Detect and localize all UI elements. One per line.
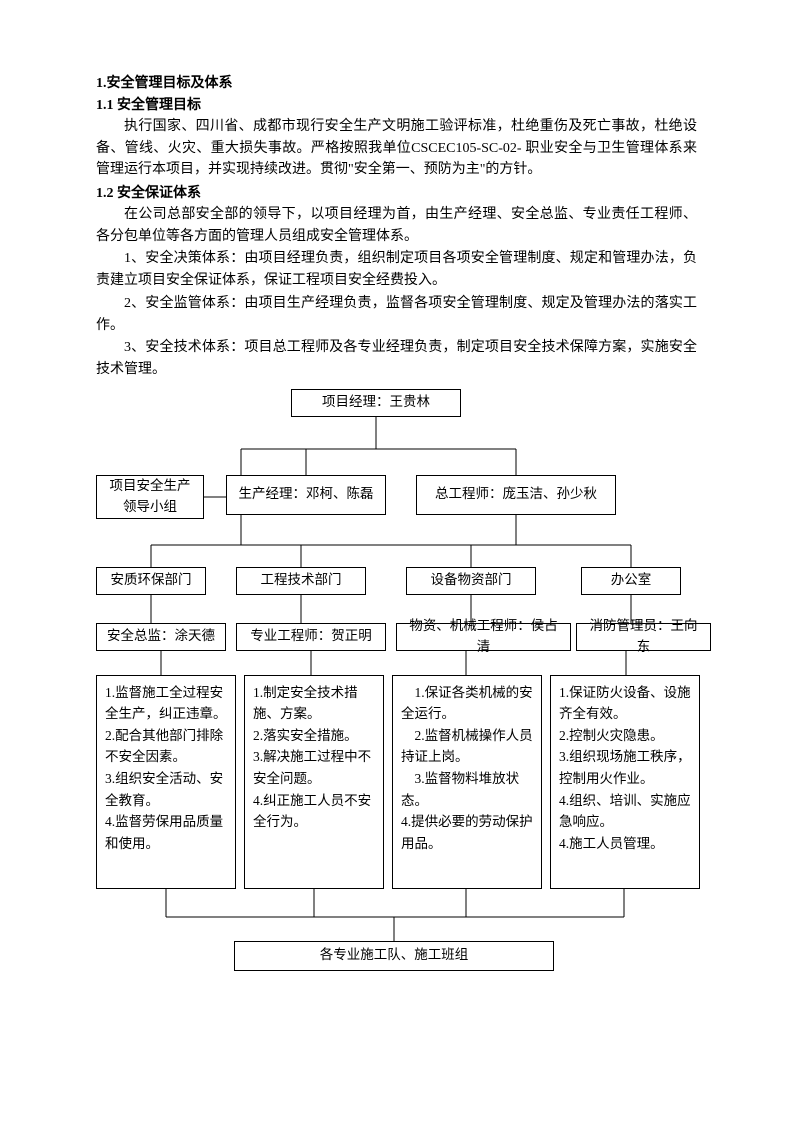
- node-duty3: 1.保证各类机械的安全运行。 2.监督机械操作人员持证上岗。 3.监督物料堆放状…: [392, 675, 542, 889]
- node-prod-mgr-label: 生产经理：邓柯、陈磊: [239, 484, 374, 504]
- node-chief: 总工程师：庞玉洁、孙少秋: [416, 475, 616, 515]
- node-role3: 物资、机械工程师：侯占清: [396, 623, 571, 651]
- node-bottom: 各专业施工队、施工班组: [234, 941, 554, 971]
- node-duty2-label: 1.制定安全技术措施、方案。 2.落实安全措施。 3.解决施工过程中不安全问题。…: [253, 685, 371, 830]
- node-duty2: 1.制定安全技术措施、方案。 2.落实安全措施。 3.解决施工过程中不安全问题。…: [244, 675, 384, 889]
- node-role4: 消防管理员：王向东: [576, 623, 711, 651]
- node-dept3: 设备物资部门: [406, 567, 536, 595]
- para-3: 1、安全决策体系：由项目经理负责，组织制定项目各项安全管理制度、规定和管理办法，…: [96, 248, 697, 291]
- node-dept1: 安质环保部门: [96, 567, 206, 595]
- node-safety-group-label: 项目安全生产 领导小组: [110, 476, 191, 517]
- node-role1-label: 安全总监：涂天德: [107, 626, 215, 646]
- org-chart: 项目经理：王贵林 项目安全生产 领导小组 生产经理：邓柯、陈磊 总工程师：庞玉洁…: [96, 389, 696, 1029]
- node-dept4: 办公室: [581, 567, 681, 595]
- node-chief-label: 总工程师：庞玉洁、孙少秋: [435, 484, 597, 504]
- node-dept1-label: 安质环保部门: [111, 570, 192, 590]
- node-pm: 项目经理：王贵林: [291, 389, 461, 417]
- node-role1: 安全总监：涂天德: [96, 623, 226, 651]
- node-role2-label: 专业工程师：贺正明: [250, 626, 372, 646]
- para-2: 在公司总部安全部的领导下，以项目经理为首，由生产经理、安全总监、专业责任工程师、…: [96, 204, 697, 247]
- node-role2: 专业工程师：贺正明: [236, 623, 386, 651]
- heading-1-1: 1.1 安全管理目标: [96, 94, 697, 114]
- node-duty4-label: 1.保证防火设备、设施齐全有效。 2.控制火灾隐患。 3.组织现场施工秩序，控制…: [559, 685, 691, 851]
- node-pm-label: 项目经理：王贵林: [322, 392, 430, 412]
- node-duty1-label: 1.监督施工全过程安全生产，纠正违章。 2.配合其他部门排除不安全因素。 3.组…: [105, 685, 227, 851]
- node-dept2: 工程技术部门: [236, 567, 366, 595]
- node-dept3-label: 设备物资部门: [431, 570, 512, 590]
- node-dept2-label: 工程技术部门: [261, 570, 342, 590]
- para-5: 3、安全技术体系：项目总工程师及各专业经理负责，制定项目安全技术保障方案，实施安…: [96, 337, 697, 380]
- para-4: 2、安全监管体系：由项目生产经理负责，监督各项安全管理制度、规定及管理办法的落实…: [96, 293, 697, 336]
- node-role4-label: 消防管理员：王向东: [583, 616, 704, 657]
- heading-1: 1.安全管理目标及体系: [96, 72, 697, 92]
- node-dept4-label: 办公室: [611, 570, 652, 590]
- node-duty3-label: 1.保证各类机械的安全运行。 2.监督机械操作人员持证上岗。 3.监督物料堆放状…: [401, 685, 533, 851]
- node-duty4: 1.保证防火设备、设施齐全有效。 2.控制火灾隐患。 3.组织现场施工秩序，控制…: [550, 675, 700, 889]
- node-bottom-label: 各专业施工队、施工班组: [320, 945, 469, 965]
- node-duty1: 1.监督施工全过程安全生产，纠正违章。 2.配合其他部门排除不安全因素。 3.组…: [96, 675, 236, 889]
- node-safety-group: 项目安全生产 领导小组: [96, 475, 204, 519]
- heading-1-2: 1.2 安全保证体系: [96, 182, 697, 202]
- para-1: 执行国家、四川省、成都市现行安全生产文明施工验评标准，杜绝重伤及死亡事故，杜绝设…: [96, 116, 697, 181]
- node-prod-mgr: 生产经理：邓柯、陈磊: [226, 475, 386, 515]
- node-role3-label: 物资、机械工程师：侯占清: [403, 616, 564, 657]
